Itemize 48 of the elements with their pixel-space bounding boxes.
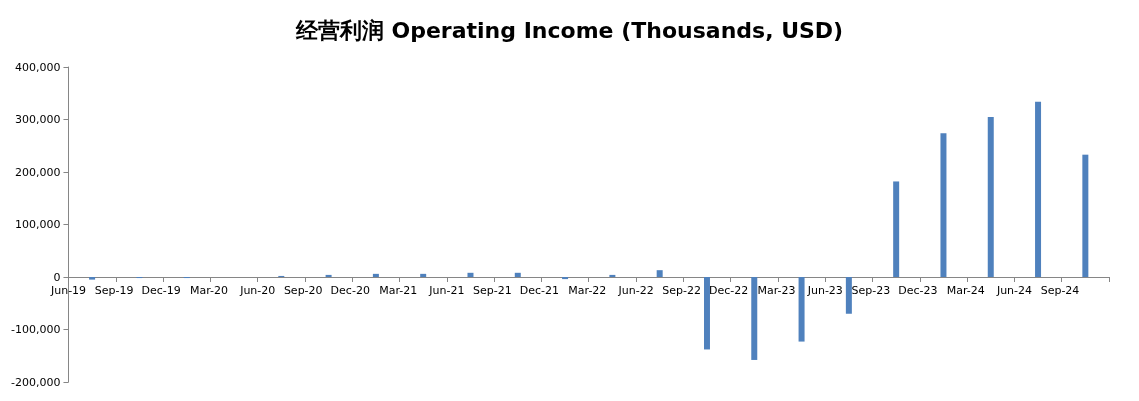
- x-tick-label: Jun-21: [428, 284, 465, 297]
- bar: [609, 274, 616, 277]
- x-tick-label: Sep-19: [94, 284, 134, 297]
- y-tick-label: 200,000: [14, 165, 61, 179]
- bar: [514, 272, 521, 277]
- y-tick-label: -100,000: [10, 323, 61, 336]
- bar: [1082, 154, 1089, 277]
- bar: [798, 277, 805, 342]
- x-tick-label: Dec-21: [519, 284, 560, 297]
- y-tick-label: 400,000: [14, 60, 61, 74]
- bar: [656, 270, 663, 277]
- x-tick-label: Jun-23: [806, 284, 843, 297]
- x-tick-label: Sep-24: [1040, 284, 1080, 297]
- x-tick-label: Sep-21: [473, 284, 512, 297]
- bar: [703, 277, 710, 350]
- bar: [893, 181, 900, 277]
- x-tick-label: Dec-20: [330, 284, 370, 297]
- bar: [751, 277, 758, 360]
- bar: [372, 273, 379, 277]
- bar: [562, 277, 569, 280]
- bar: [1035, 101, 1042, 277]
- x-tick-label: Sep-22: [662, 284, 701, 297]
- bar: [89, 277, 96, 280]
- x-tick-label: Jun-19: [49, 284, 87, 297]
- x-tick-label: Sep-20: [283, 284, 323, 297]
- x-tick-label: Mar-22: [568, 284, 607, 297]
- x-tick-label: Mar-23: [757, 284, 796, 297]
- bar: [845, 277, 852, 314]
- y-tick-label: -200,000: [10, 375, 61, 389]
- bar: [987, 116, 994, 277]
- chart-title: 经营利润 Operating Income (Thousands, USD): [294, 17, 844, 43]
- x-tick-label: Mar-21: [379, 284, 418, 297]
- bar: [940, 133, 947, 277]
- x-tick-label: Dec-23: [898, 284, 938, 297]
- x-tick-label: Sep-23: [851, 284, 891, 297]
- x-tick-label: Dec-19: [141, 284, 181, 297]
- bar: [467, 272, 474, 277]
- x-tick-label: Mar-24: [946, 284, 985, 297]
- y-tick-label: 0: [53, 270, 61, 284]
- x-tick-label: Mar-20: [189, 284, 228, 297]
- x-tick-label: Jun-24: [995, 284, 1033, 297]
- y-tick-label: 100,000: [14, 218, 61, 231]
- x-tick-label: Jun-20: [239, 284, 276, 297]
- x-tick-label: Jun-22: [617, 284, 654, 297]
- y-tick-label: 300,000: [14, 113, 61, 126]
- bar: [420, 273, 427, 277]
- bar: [325, 274, 332, 277]
- x-tick-label: Dec-22: [709, 284, 749, 297]
